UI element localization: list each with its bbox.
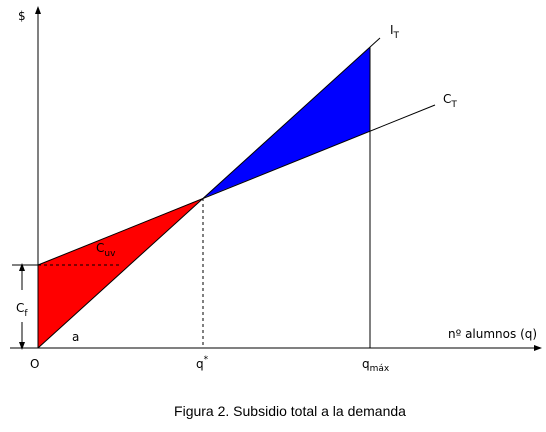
angle-label: a [72, 330, 79, 344]
text: T [450, 100, 457, 110]
qstar-label: q* [196, 355, 209, 371]
x-axis-label: nº alumnos (q) [448, 327, 537, 341]
text: I [390, 23, 394, 37]
cost-line [37, 104, 436, 266]
qmax-label: qmáx [362, 357, 390, 374]
text: * [204, 355, 209, 365]
cost-label: CT [443, 92, 457, 110]
caption: Figura 2. Subsidio total a la demanda [174, 403, 406, 419]
text: q [196, 357, 204, 371]
fixed-cost-label: Cf [16, 301, 28, 319]
text: T [393, 31, 400, 41]
text: q [362, 357, 370, 371]
text: C [443, 92, 451, 106]
text: f [24, 309, 28, 319]
income-line [37, 37, 381, 349]
unit-cost-label: Cuv [96, 241, 116, 259]
text: uv [104, 249, 116, 259]
text: C [16, 301, 24, 315]
income-label: IT [390, 23, 400, 41]
y-axis-label: $ [18, 9, 26, 23]
text: máx [370, 364, 390, 374]
text: C [96, 241, 104, 255]
origin-label: O [30, 357, 39, 371]
